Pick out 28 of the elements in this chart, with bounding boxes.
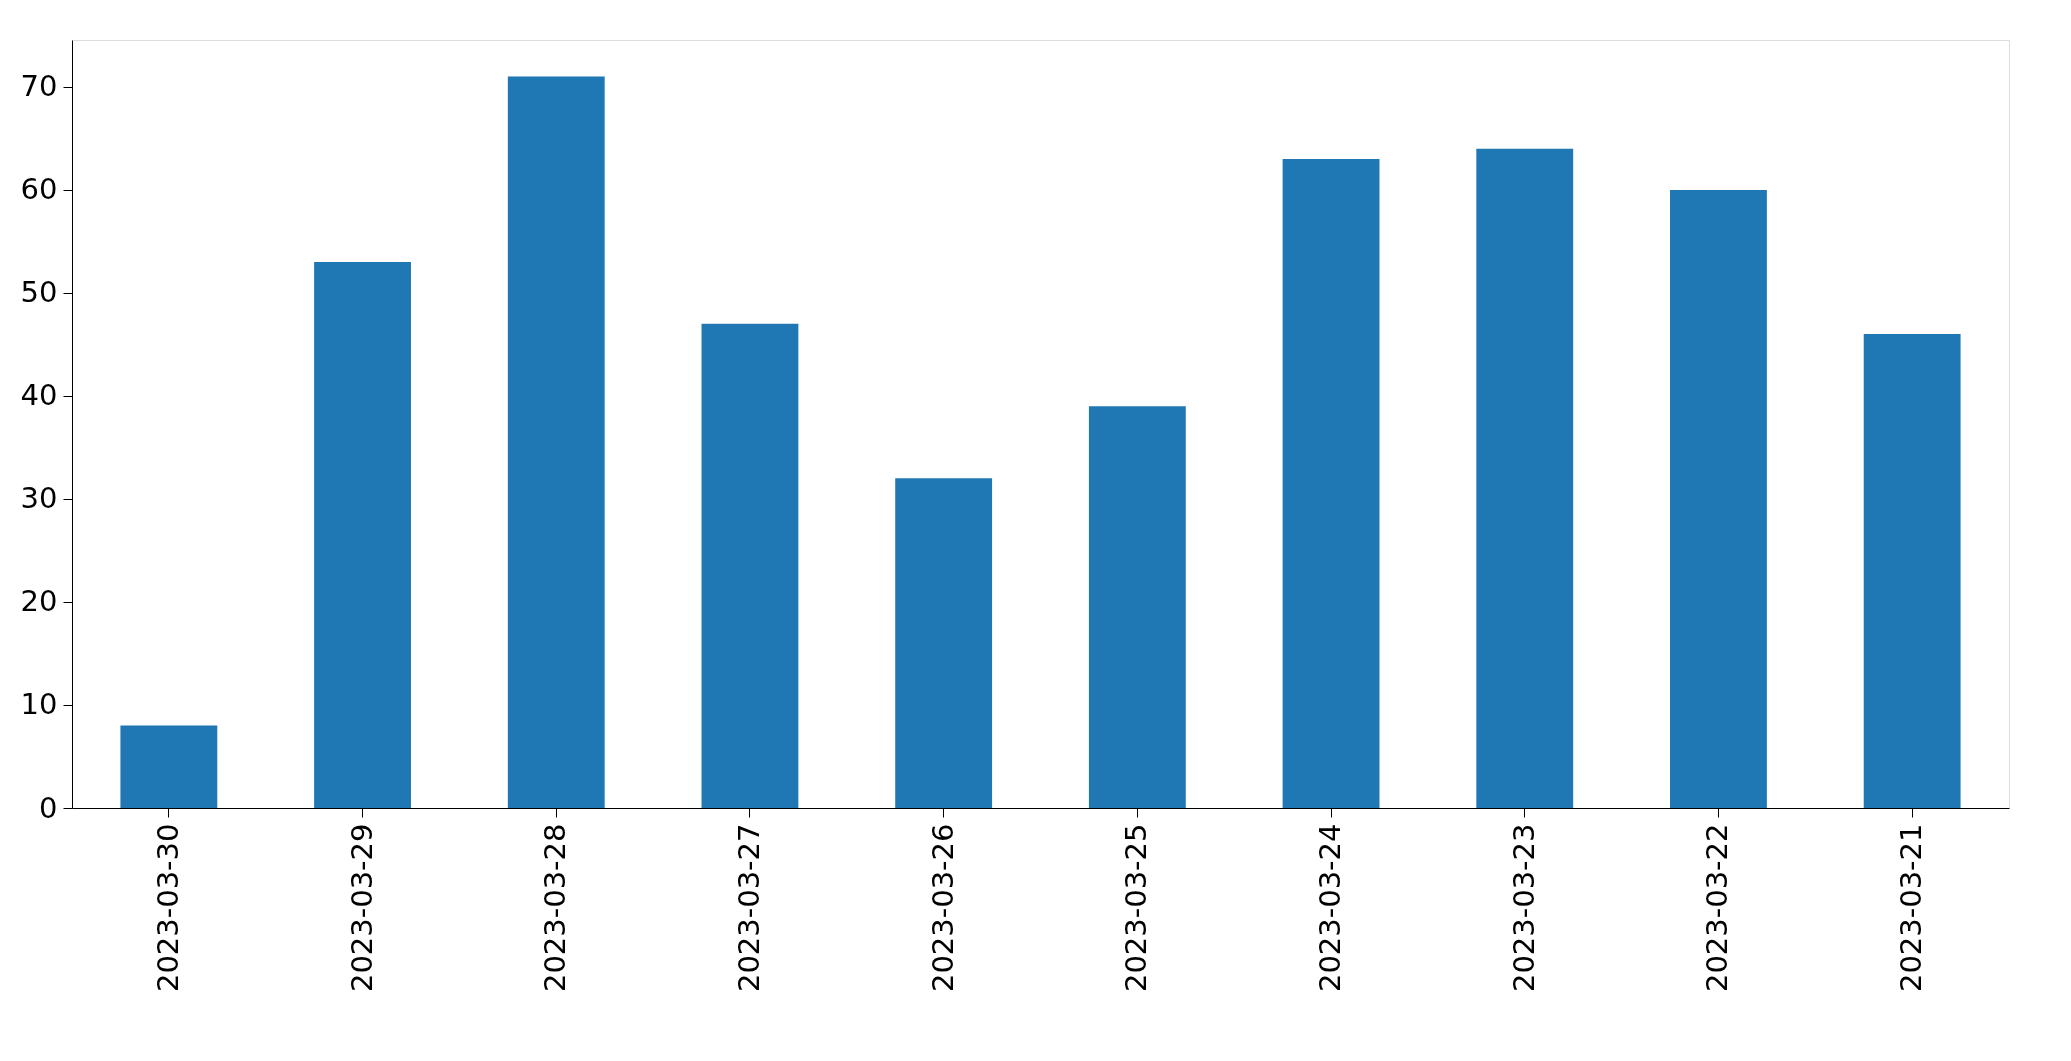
y-tick-label: 30 — [20, 481, 58, 516]
bar — [895, 478, 993, 808]
x-tick-label: 2023-03-24 — [1313, 823, 1348, 993]
x-tick-label: 2023-03-28 — [538, 823, 573, 993]
bar — [314, 262, 411, 808]
y-tick-label: 60 — [20, 172, 58, 207]
y-tick-label: 50 — [20, 275, 58, 310]
bar — [1476, 148, 1574, 808]
y-tick-label: 40 — [20, 378, 58, 413]
y-tick-label: 0 — [39, 790, 58, 825]
x-tick-label: 2023-03-30 — [150, 823, 185, 993]
x-tick-label: 2023-03-23 — [1506, 823, 1541, 993]
bar — [1670, 189, 1767, 808]
x-tick-label: 2023-03-25 — [1119, 823, 1154, 993]
y-tick-label: 10 — [20, 687, 58, 722]
x-tick-label: 2023-03-21 — [1894, 823, 1929, 993]
bar — [1088, 406, 1186, 808]
x-tick-label: 2023-03-29 — [344, 823, 379, 993]
x-tick-label: 2023-03-26 — [925, 823, 960, 993]
x-tick-label: 2023-03-22 — [1700, 823, 1735, 993]
bar — [701, 323, 799, 808]
y-tick-label: 70 — [20, 69, 58, 104]
y-tick-label: 20 — [20, 584, 58, 619]
bar — [1863, 334, 1961, 808]
bar — [1282, 158, 1380, 808]
x-tick-label: 2023-03-27 — [731, 823, 766, 993]
bar — [507, 76, 605, 808]
bar — [120, 725, 218, 808]
